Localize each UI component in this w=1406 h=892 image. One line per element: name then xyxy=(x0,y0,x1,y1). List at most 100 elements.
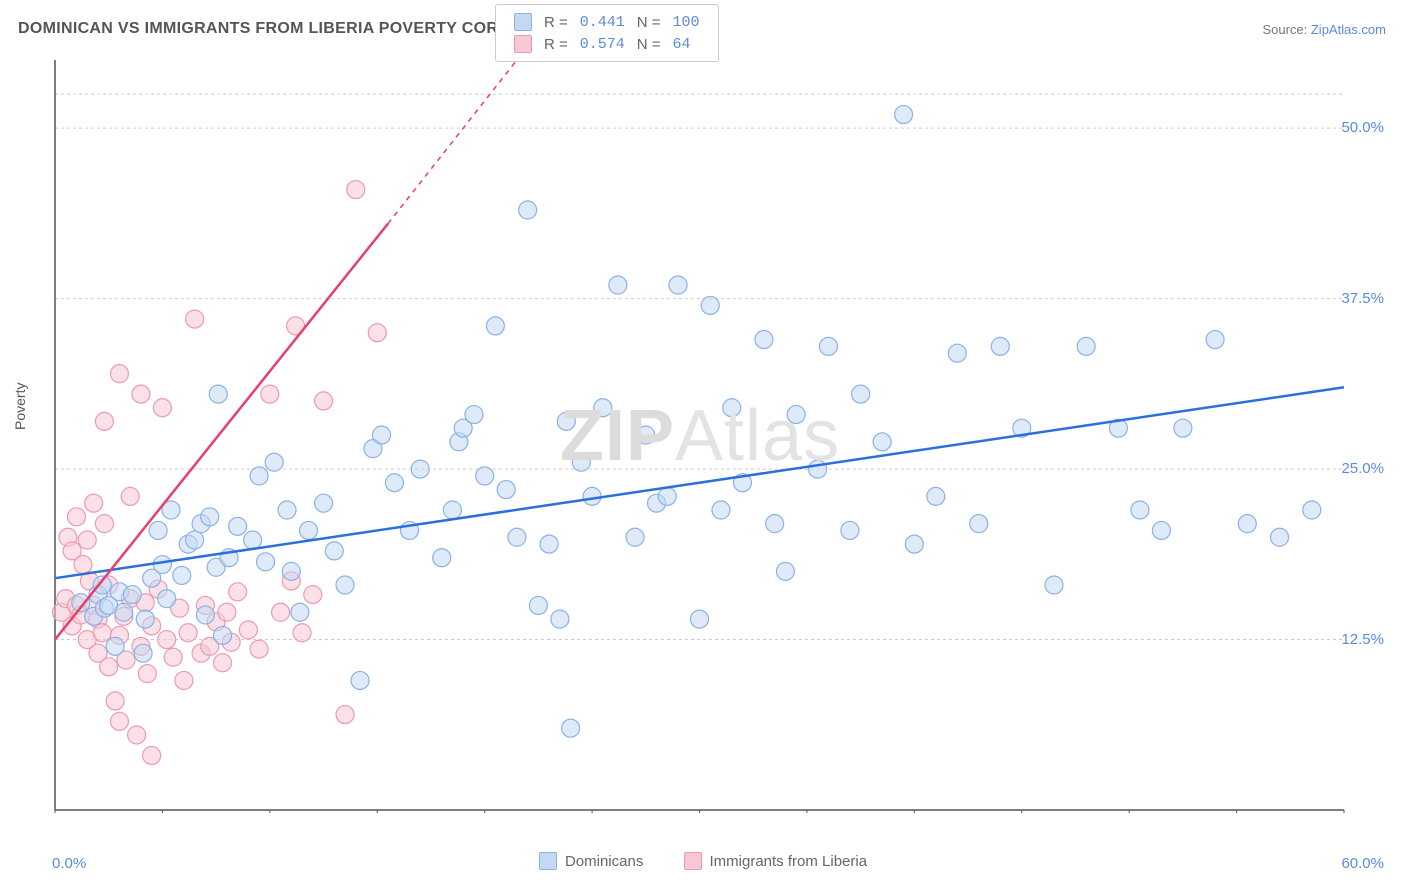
scatter-point xyxy=(186,310,204,328)
scatter-point xyxy=(787,406,805,424)
top-legend-row-a: R = 0.441 N = 100 xyxy=(508,11,706,33)
scatter-point xyxy=(594,399,612,417)
y-tick-0: 12.5% xyxy=(1341,631,1384,648)
source-label: Source: xyxy=(1262,22,1310,37)
trend-line-a xyxy=(55,387,1344,578)
scatter-point xyxy=(497,481,515,499)
scatter-point xyxy=(1206,331,1224,349)
scatter-point xyxy=(106,637,124,655)
scatter-point xyxy=(433,549,451,567)
scatter-point xyxy=(1077,337,1095,355)
scatter-point xyxy=(291,603,309,621)
scatter-point xyxy=(609,276,627,294)
scatter-point xyxy=(508,528,526,546)
legend-swatch-a xyxy=(539,852,557,870)
scatter-point xyxy=(557,412,575,430)
scatter-point xyxy=(250,467,268,485)
r-value-b: 0.574 xyxy=(574,33,631,55)
scatter-point xyxy=(134,644,152,662)
n-value-a: 100 xyxy=(667,11,706,33)
top-legend: R = 0.441 N = 100 R = 0.574 N = 64 xyxy=(495,4,719,62)
scatter-point xyxy=(186,531,204,549)
y-tick-3: 50.0% xyxy=(1341,119,1384,136)
scatter-point xyxy=(239,621,257,639)
scatter-point xyxy=(551,610,569,628)
scatter-point xyxy=(173,566,191,584)
scatter-point xyxy=(970,515,988,533)
scatter-point xyxy=(336,576,354,594)
scatter-point xyxy=(991,337,1009,355)
scatter-point xyxy=(300,521,318,539)
scatter-point xyxy=(873,433,891,451)
scatter-point xyxy=(519,201,537,219)
scatter-point xyxy=(110,365,128,383)
scatter-point xyxy=(278,501,296,519)
scatter-point xyxy=(179,624,197,642)
scatter-point xyxy=(209,385,227,403)
scatter-point xyxy=(905,535,923,553)
r-label-b: R = xyxy=(538,33,574,55)
scatter-point xyxy=(1152,521,1170,539)
scatter-point xyxy=(385,474,403,492)
source-link[interactable]: ZipAtlas.com xyxy=(1311,22,1386,37)
legend-swatch-b xyxy=(684,852,702,870)
scatter-point xyxy=(701,296,719,314)
scatter-point xyxy=(948,344,966,362)
scatter-point xyxy=(214,654,232,672)
scatter-point xyxy=(153,399,171,417)
scatter-point xyxy=(261,385,279,403)
scatter-point xyxy=(1238,515,1256,533)
scatter-point xyxy=(658,487,676,505)
r-value-a: 0.441 xyxy=(574,11,631,33)
scatter-point xyxy=(809,460,827,478)
y-tick-2: 37.5% xyxy=(1341,290,1384,307)
scatter-point xyxy=(1303,501,1321,519)
scatter-point xyxy=(132,385,150,403)
legend-label-a: Dominicans xyxy=(565,853,643,870)
scatter-point xyxy=(755,331,773,349)
scatter-point xyxy=(265,453,283,471)
scatter-point xyxy=(95,412,113,430)
scatter-point xyxy=(123,586,141,604)
scatter-point xyxy=(196,606,214,624)
trend-line-b-solid xyxy=(55,224,388,640)
scatter-point xyxy=(138,665,156,683)
scatter-point xyxy=(164,648,182,666)
scatter-point xyxy=(712,501,730,519)
scatter-point xyxy=(1174,419,1192,437)
scatter-point xyxy=(766,515,784,533)
scatter-point xyxy=(626,528,644,546)
scatter-point xyxy=(214,626,232,644)
scatter-point xyxy=(158,590,176,608)
scatter-point xyxy=(282,562,300,580)
scatter-point xyxy=(465,406,483,424)
y-axis-label: Poverty xyxy=(12,383,28,430)
scatter-point xyxy=(572,453,590,471)
scatter-point xyxy=(637,426,655,444)
scatter-point xyxy=(927,487,945,505)
scatter-point xyxy=(529,596,547,614)
legend-item-b: Immigrants from Liberia xyxy=(684,852,868,870)
scatter-plot xyxy=(52,58,1347,813)
scatter-point xyxy=(229,583,247,601)
scatter-point xyxy=(776,562,794,580)
scatter-point xyxy=(336,706,354,724)
scatter-point xyxy=(153,556,171,574)
scatter-point xyxy=(486,317,504,335)
scatter-point xyxy=(121,487,139,505)
scatter-point xyxy=(74,556,92,574)
scatter-point xyxy=(175,671,193,689)
scatter-point xyxy=(895,106,913,124)
scatter-point xyxy=(1131,501,1149,519)
scatter-point xyxy=(841,521,859,539)
scatter-point xyxy=(218,603,236,621)
scatter-point xyxy=(293,624,311,642)
scatter-point xyxy=(443,501,461,519)
scatter-point xyxy=(257,553,275,571)
scatter-point xyxy=(149,521,167,539)
scatter-point xyxy=(347,181,365,199)
top-legend-row-b: R = 0.574 N = 64 xyxy=(508,33,706,55)
scatter-point xyxy=(85,494,103,512)
scatter-point xyxy=(272,603,290,621)
scatter-point xyxy=(669,276,687,294)
